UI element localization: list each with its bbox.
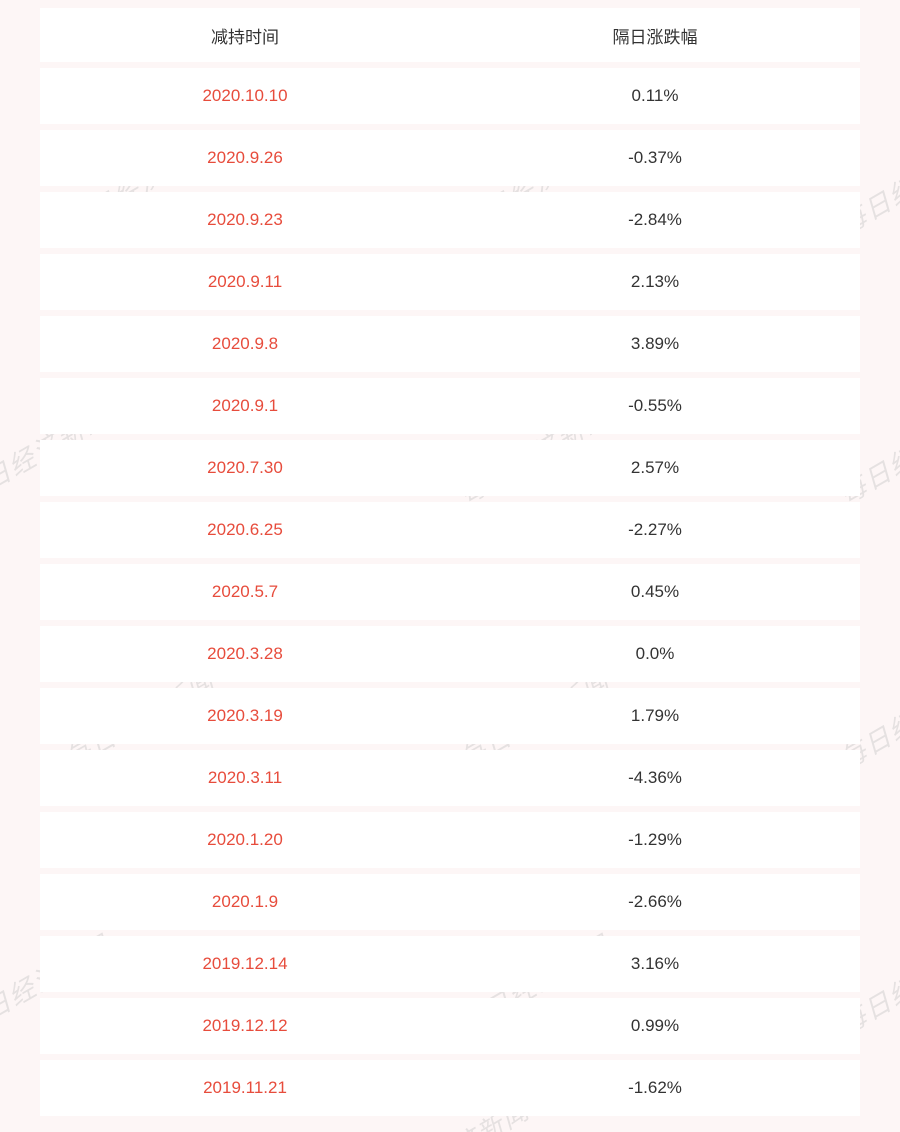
value-cell: 0.11%: [450, 86, 860, 106]
header-date: 减持时间: [40, 23, 450, 48]
date-cell: 2019.11.21: [40, 1078, 450, 1098]
table-row: 2019.12.12 0.99%: [40, 998, 860, 1054]
value-cell: -1.62%: [450, 1078, 860, 1098]
table-header-row: 减持时间 隔日涨跌幅: [40, 8, 860, 62]
table-row: 2020.9.1 -0.55%: [40, 378, 860, 434]
value-cell: 1.79%: [450, 706, 860, 726]
date-cell: 2020.6.25: [40, 520, 450, 540]
date-cell: 2020.1.20: [40, 830, 450, 850]
date-cell: 2020.10.10: [40, 86, 450, 106]
value-cell: 0.0%: [450, 644, 860, 664]
value-cell: -2.84%: [450, 210, 860, 230]
date-cell: 2020.3.28: [40, 644, 450, 664]
table-row: 2019.11.21 -1.62%: [40, 1060, 860, 1116]
date-cell: 2019.12.12: [40, 1016, 450, 1036]
date-cell: 2020.9.26: [40, 148, 450, 168]
value-cell: 3.89%: [450, 334, 860, 354]
date-cell: 2020.9.1: [40, 396, 450, 416]
table-row: 2020.3.19 1.79%: [40, 688, 860, 744]
value-cell: -4.36%: [450, 768, 860, 788]
table-row: 2020.1.9 -2.66%: [40, 874, 860, 930]
data-table: 减持时间 隔日涨跌幅 2020.10.10 0.11% 2020.9.26 -0…: [40, 8, 860, 1116]
table-row: 2020.9.8 3.89%: [40, 316, 860, 372]
value-cell: -2.66%: [450, 892, 860, 912]
date-cell: 2020.1.9: [40, 892, 450, 912]
date-cell: 2020.9.11: [40, 272, 450, 292]
table-row: 2020.3.28 0.0%: [40, 626, 860, 682]
table-row: 2020.7.30 2.57%: [40, 440, 860, 496]
table-row: 2020.1.20 -1.29%: [40, 812, 860, 868]
table-row: 2020.3.11 -4.36%: [40, 750, 860, 806]
table-row: 2020.9.26 -0.37%: [40, 130, 860, 186]
value-cell: 0.45%: [450, 582, 860, 602]
table-row: 2020.9.23 -2.84%: [40, 192, 860, 248]
date-cell: 2020.9.23: [40, 210, 450, 230]
value-cell: -1.29%: [450, 830, 860, 850]
table-row: 2020.5.7 0.45%: [40, 564, 860, 620]
table-row: 2020.6.25 -2.27%: [40, 502, 860, 558]
value-cell: 3.16%: [450, 954, 860, 974]
table-row: 2020.9.11 2.13%: [40, 254, 860, 310]
value-cell: 2.57%: [450, 458, 860, 478]
value-cell: 0.99%: [450, 1016, 860, 1036]
value-cell: -0.37%: [450, 148, 860, 168]
date-cell: 2020.3.11: [40, 768, 450, 788]
value-cell: -2.27%: [450, 520, 860, 540]
date-cell: 2020.7.30: [40, 458, 450, 478]
value-cell: -0.55%: [450, 396, 860, 416]
date-cell: 2020.9.8: [40, 334, 450, 354]
table-row: 2020.10.10 0.11%: [40, 68, 860, 124]
header-change: 隔日涨跌幅: [450, 23, 860, 48]
table-row: 2019.12.14 3.16%: [40, 936, 860, 992]
date-cell: 2020.5.7: [40, 582, 450, 602]
date-cell: 2020.3.19: [40, 706, 450, 726]
value-cell: 2.13%: [450, 272, 860, 292]
date-cell: 2019.12.14: [40, 954, 450, 974]
